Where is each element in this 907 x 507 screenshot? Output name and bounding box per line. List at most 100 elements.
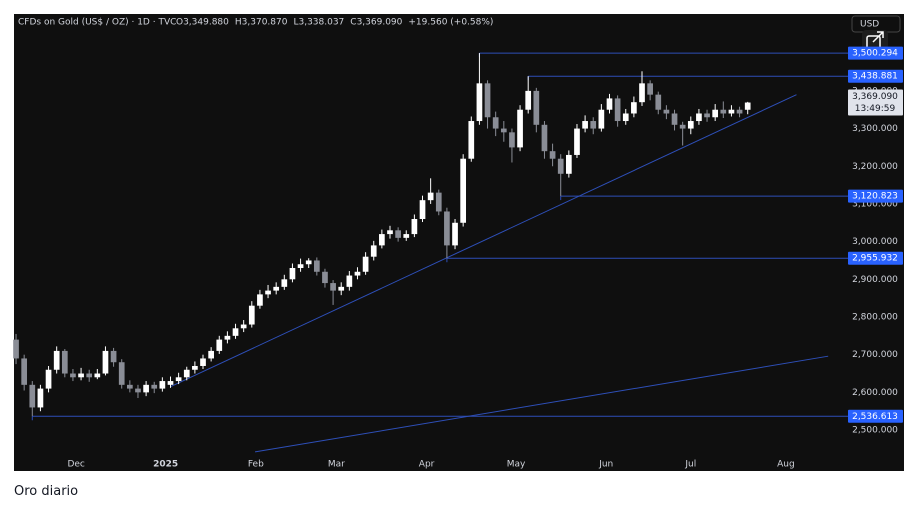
candle-body — [289, 268, 296, 280]
candle-body — [297, 264, 304, 269]
x-tick-label: Apr — [419, 460, 435, 470]
level-label-box — [848, 189, 903, 203]
candle-body — [102, 350, 109, 374]
level-label: 3,500.294 — [852, 49, 898, 59]
candle-body — [525, 90, 532, 110]
candle-body — [655, 94, 662, 110]
candle-body — [500, 128, 507, 133]
candle-body — [687, 121, 694, 129]
candle-body — [127, 384, 133, 389]
caption: Oro diario — [14, 484, 79, 499]
candle-body — [679, 124, 686, 129]
candle-body — [370, 245, 377, 257]
candle-body — [78, 373, 84, 378]
y-tick-label: 2,500.000 — [852, 426, 898, 436]
candle-body — [224, 335, 231, 340]
candle-body — [338, 286, 345, 291]
candle-body — [257, 294, 263, 306]
level-label-box — [848, 69, 903, 83]
candle-body — [444, 211, 450, 246]
level-label-box — [848, 46, 903, 60]
candle-body — [192, 365, 198, 370]
candle-body — [94, 373, 101, 378]
candle-body — [492, 117, 499, 129]
countdown: 13:49:59 — [855, 104, 896, 114]
candle-body — [273, 286, 280, 291]
candle-body — [61, 350, 68, 374]
candle-body — [517, 109, 523, 148]
candle-body — [330, 283, 336, 291]
candle-body — [647, 83, 653, 95]
y-tick-label: 3,000.000 — [852, 237, 898, 247]
candle-body — [13, 339, 19, 359]
y-tick-label: 3,100.000 — [852, 199, 898, 209]
candle-body — [704, 113, 710, 118]
candle-body — [159, 381, 166, 389]
currency: USD — [860, 20, 879, 30]
candle-body — [183, 369, 190, 378]
x-tick-label: Aug — [777, 460, 795, 470]
x-tick-label: Mar — [328, 460, 345, 470]
candle-body — [671, 113, 678, 125]
candle-body — [305, 260, 312, 265]
y-tick-label: 2,600.000 — [852, 388, 898, 398]
candle-body — [476, 83, 483, 122]
candle-body — [744, 102, 751, 110]
candle-body — [167, 381, 174, 385]
candle-body — [216, 339, 223, 351]
candle-body — [354, 271, 361, 276]
candle-body — [631, 102, 637, 114]
candle-body — [29, 384, 36, 408]
candle-body — [313, 260, 320, 272]
candle-body — [265, 290, 271, 295]
level-label: 2,955.932 — [852, 254, 898, 264]
level-label: 3,120.823 — [852, 192, 898, 202]
x-tick-label: 2025 — [153, 460, 178, 470]
y-tick-label: 2,700.000 — [852, 350, 898, 360]
candle-body — [21, 358, 28, 385]
candle-body — [362, 256, 369, 272]
candle-body — [151, 384, 158, 389]
candle-body — [452, 222, 458, 246]
candle-body — [45, 369, 52, 389]
candle-body — [143, 384, 149, 393]
candle-body — [240, 324, 247, 329]
candle-body — [606, 98, 613, 110]
candle-body — [557, 158, 564, 174]
candle-body — [86, 373, 93, 378]
candle-body — [509, 132, 515, 148]
candle-body — [468, 121, 475, 159]
candle-body — [281, 279, 288, 287]
trendline — [170, 94, 797, 388]
candle-body — [574, 128, 580, 155]
candle-body — [484, 83, 491, 118]
level-label-box — [848, 251, 903, 265]
candle-body — [419, 200, 426, 220]
candle-body — [232, 328, 239, 336]
y-tick-label: 2,800.000 — [852, 312, 898, 322]
candle-body — [663, 109, 670, 114]
candle-body — [549, 151, 556, 159]
candle-body — [720, 109, 727, 114]
ohlc-label: H3,370.870 — [235, 18, 288, 28]
candle-body — [736, 109, 743, 114]
x-tick-label: Dec — [67, 460, 84, 470]
candle-body — [379, 234, 385, 246]
candle-body — [582, 121, 588, 129]
candle-body — [590, 121, 597, 129]
candle-body — [208, 350, 214, 359]
level-label-box — [848, 409, 903, 423]
chart-title: CFDs on Gold (US$ / OZ) · 1D · TVC — [18, 18, 176, 28]
candle-body — [541, 124, 548, 152]
candle-body — [614, 98, 621, 122]
candle-body — [427, 192, 434, 201]
candle-body — [403, 234, 410, 238]
level-label: 2,536.613 — [852, 412, 898, 422]
candle-body — [411, 219, 418, 235]
candle-body — [696, 113, 702, 122]
candle-body — [387, 230, 393, 235]
level-label: 3,438.881 — [852, 72, 898, 82]
candle-body — [435, 192, 442, 212]
chart-background — [14, 14, 904, 471]
candle-body — [728, 109, 735, 114]
